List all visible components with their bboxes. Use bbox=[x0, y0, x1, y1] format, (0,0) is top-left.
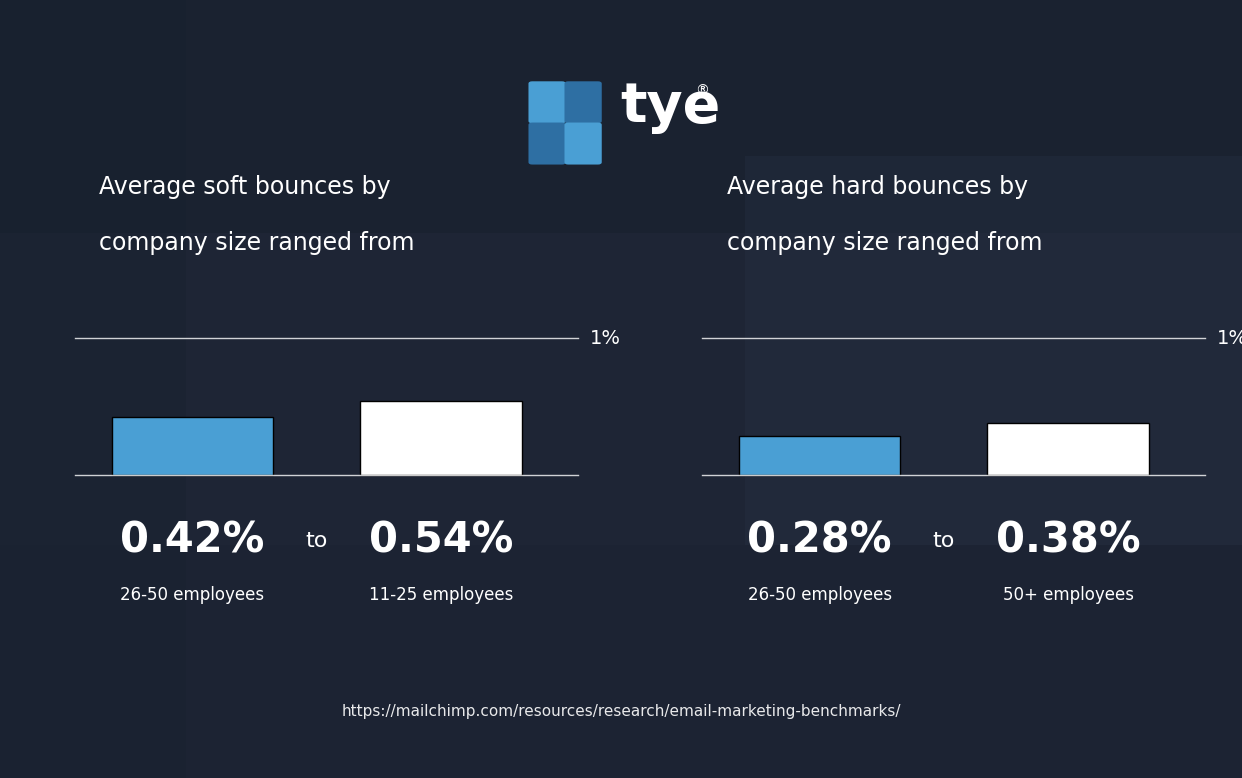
Text: company size ranged from: company size ranged from bbox=[99, 231, 415, 255]
Text: 26-50 employees: 26-50 employees bbox=[120, 586, 265, 605]
FancyBboxPatch shape bbox=[112, 418, 273, 475]
Text: company size ranged from: company size ranged from bbox=[727, 231, 1042, 255]
Text: https://mailchimp.com/resources/research/email-marketing-benchmarks/: https://mailchimp.com/resources/research… bbox=[342, 704, 900, 720]
Text: 0.38%: 0.38% bbox=[996, 520, 1140, 562]
Bar bbox=[0, 545, 1242, 778]
FancyBboxPatch shape bbox=[564, 81, 602, 124]
FancyBboxPatch shape bbox=[529, 81, 566, 124]
Bar bbox=[0, 0, 186, 778]
Bar bbox=[0, 0, 1242, 233]
Bar bbox=[745, 156, 1242, 545]
Text: tye: tye bbox=[621, 80, 720, 135]
Text: 0.42%: 0.42% bbox=[120, 520, 265, 562]
Text: Average hard bounces by: Average hard bounces by bbox=[727, 175, 1027, 199]
FancyBboxPatch shape bbox=[529, 122, 566, 164]
Text: 0.54%: 0.54% bbox=[369, 520, 513, 562]
Text: Average soft bounces by: Average soft bounces by bbox=[99, 175, 391, 199]
Text: 1%: 1% bbox=[1217, 329, 1242, 348]
FancyBboxPatch shape bbox=[564, 122, 602, 164]
Text: 50+ employees: 50+ employees bbox=[1002, 586, 1134, 605]
Text: 26-50 employees: 26-50 employees bbox=[748, 586, 892, 605]
Text: to: to bbox=[933, 531, 955, 551]
Text: ®: ® bbox=[694, 84, 709, 98]
FancyBboxPatch shape bbox=[987, 423, 1149, 475]
Text: 0.28%: 0.28% bbox=[748, 520, 892, 562]
FancyBboxPatch shape bbox=[739, 436, 900, 475]
Text: to: to bbox=[306, 531, 328, 551]
FancyBboxPatch shape bbox=[360, 401, 522, 475]
Text: 11-25 employees: 11-25 employees bbox=[369, 586, 513, 605]
Text: 1%: 1% bbox=[590, 329, 621, 348]
